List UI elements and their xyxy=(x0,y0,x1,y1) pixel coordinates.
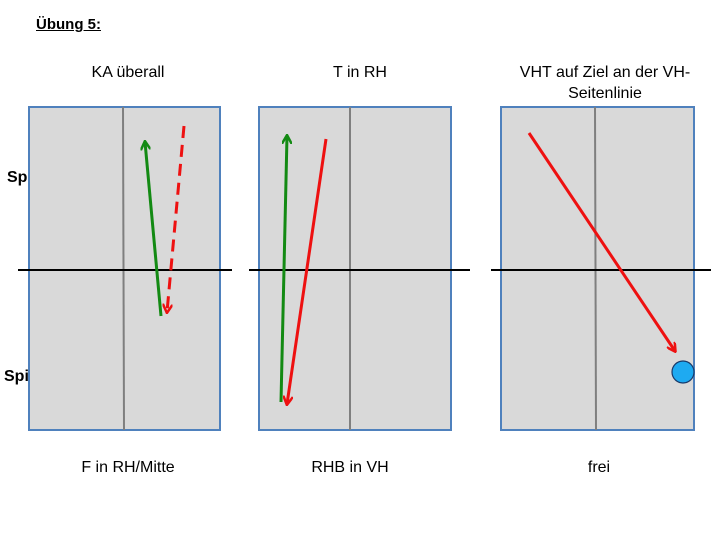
drill-1-table xyxy=(18,106,232,431)
green-arrow xyxy=(279,136,287,403)
drill-1-caption: F in RH/Mitte xyxy=(81,459,175,476)
red-dashed-arrow xyxy=(167,125,186,312)
table-surface xyxy=(500,106,695,431)
drill-2-caption: RHB in VH xyxy=(311,459,389,476)
red-arrow xyxy=(527,132,675,351)
target-circle-icon xyxy=(671,360,695,384)
table-center-line xyxy=(594,106,597,431)
drill-3-caption: frei xyxy=(587,459,611,476)
drill-3-title: VHT auf Ziel an der VH-Seitenlinie xyxy=(519,64,691,102)
slide-title: Übung 5: xyxy=(36,16,101,33)
drill-3-table xyxy=(491,106,711,431)
drill-2-title: T in RH xyxy=(333,64,387,81)
green-arrow xyxy=(145,142,163,317)
table-center-line xyxy=(122,106,125,431)
drill-2-table xyxy=(249,106,470,431)
drill-1-title: KA überall xyxy=(91,64,165,81)
red-arrow xyxy=(287,138,328,404)
